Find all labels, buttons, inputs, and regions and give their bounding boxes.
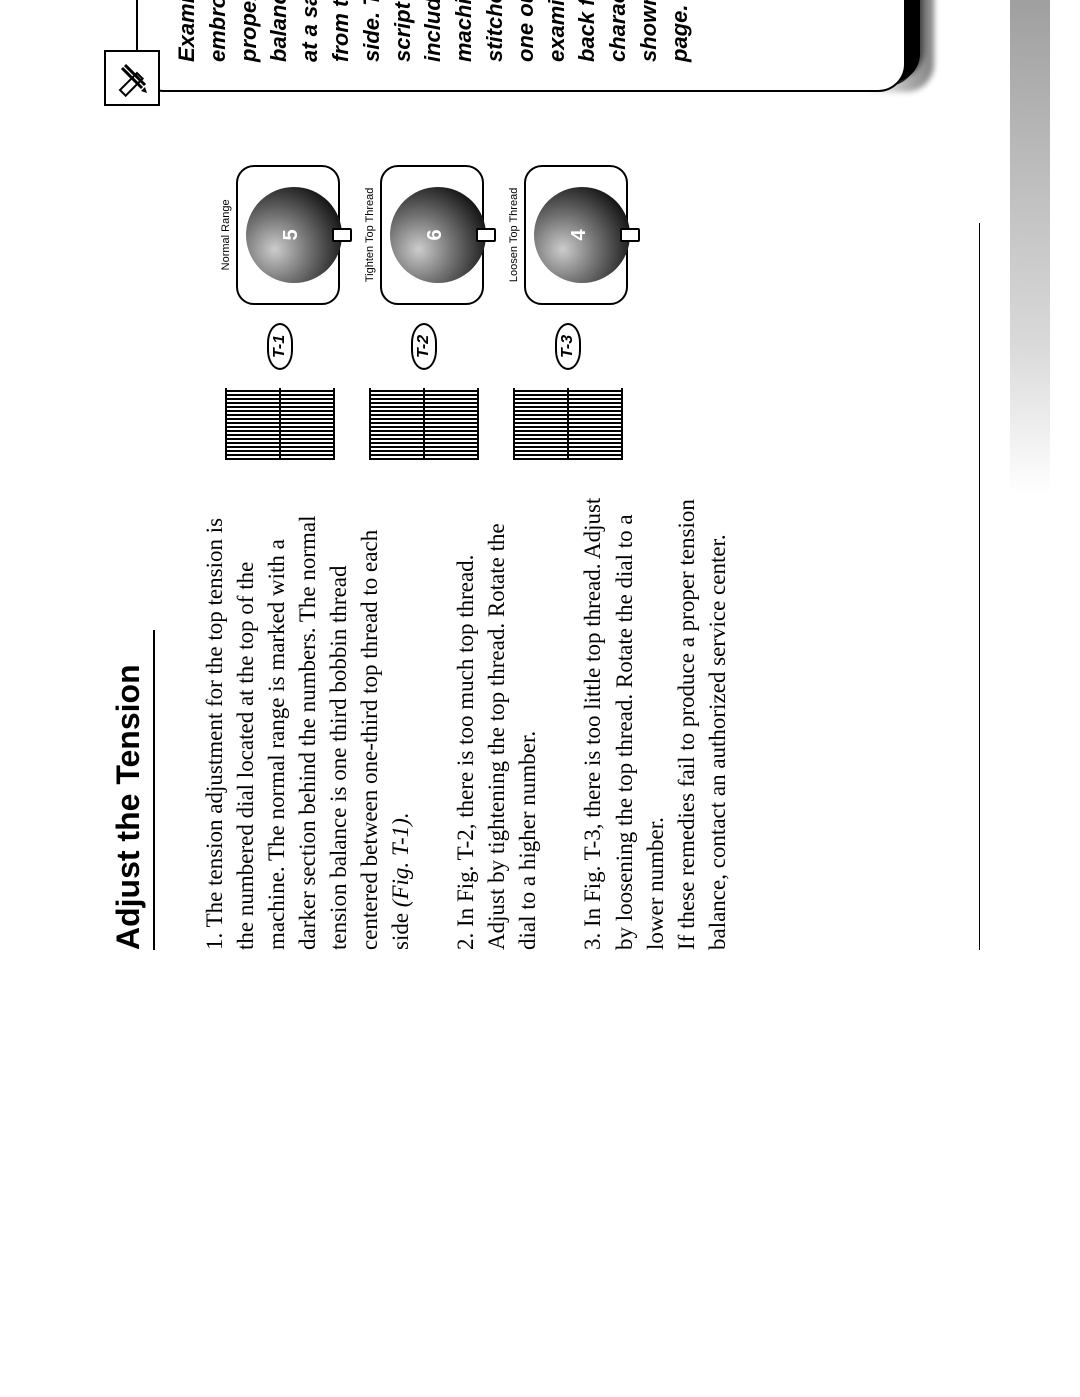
note-column: Examine embroidery for proper tension ba…	[110, 0, 1020, 110]
paragraph-1-text: 1. The tension adjustment for the top te…	[202, 515, 413, 950]
dial-t1: Normal Range 5	[220, 165, 340, 305]
dial-value-t1: 5	[280, 187, 303, 283]
dial-t3: Loosen Top Thread 4	[508, 165, 628, 305]
figure-t3: T-3 Loosen Top Thread 4	[508, 110, 628, 460]
dial-value-t2: 6	[424, 187, 447, 283]
stitch-sample-t3	[513, 388, 623, 460]
text-column: Adjust the Tension 1. The tension adjust…	[110, 470, 1020, 950]
note-card: Examine embroidery for proper tension ba…	[136, 0, 906, 92]
paragraph-2: 2. In Fig. T-2, there is too much top th…	[450, 490, 543, 950]
figure-label-t2: T-2	[411, 323, 437, 370]
figure-label-t1: T-1	[267, 323, 293, 370]
page-category: Machine Operation	[55, 0, 86, 1]
dial-value-t3: 4	[568, 187, 591, 283]
paragraph-1: 1. The tension adjustment for the top te…	[199, 490, 416, 950]
dial-caption-t3: Loosen Top Thread	[508, 188, 520, 282]
figure-t2: T-2 Tighten Top Thread 6	[364, 110, 484, 460]
pencil-icon	[104, 50, 160, 106]
dial-caption-t1: Normal Range	[220, 199, 232, 270]
dial-t2: Tighten Top Thread 6	[364, 165, 484, 305]
figure-column: T-1 Normal Range 5 T-2 Tighten Top Threa…	[110, 110, 1020, 470]
figure-label-t3: T-3	[555, 323, 581, 370]
stitch-sample-t2	[369, 388, 479, 460]
page-number-strip: 31	[1010, 0, 1050, 495]
note-text: Examine embroidery for proper tension ba…	[172, 0, 696, 62]
figure-t1: T-1 Normal Range 5	[220, 110, 340, 460]
dial-caption-t2: Tighten Top Thread	[364, 188, 376, 283]
stitch-sample-t1	[225, 388, 335, 460]
paragraph-1-figref: (Fig. T-1).	[388, 812, 413, 907]
paragraph-3: 3. In Fig. T-3, there is too little top …	[577, 490, 732, 950]
section-divider	[979, 223, 980, 950]
section-title: Adjust the Tension	[110, 630, 155, 950]
